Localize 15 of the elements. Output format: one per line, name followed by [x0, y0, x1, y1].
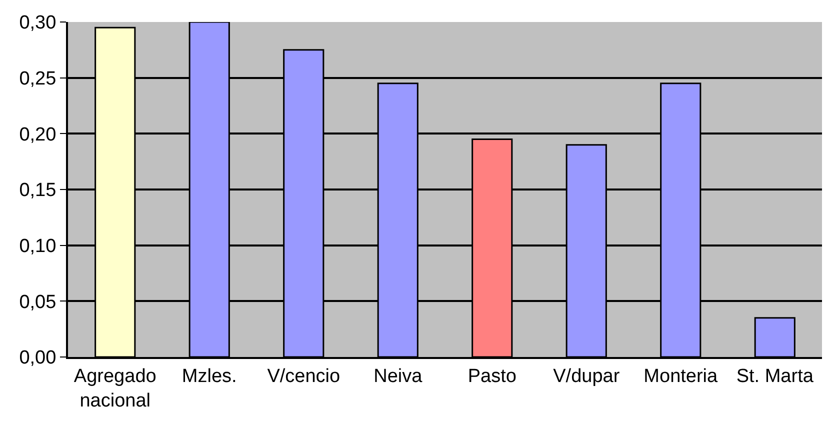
y-tick-label: 0,05 — [19, 292, 56, 313]
x-tick-label: V/cencio — [267, 366, 340, 387]
x-tick-label: Agregado nacional — [74, 366, 156, 412]
x-tick-label: Pasto — [468, 366, 516, 387]
x-tick-label: Monteria — [644, 366, 718, 387]
y-tick-label: 0,15 — [19, 180, 56, 202]
y-tick-label: 0,10 — [19, 236, 56, 257]
y-tick-label: 0,00 — [19, 348, 56, 369]
x-tick-label: Neiva — [374, 366, 423, 387]
x-tick-label: V/dupar — [553, 366, 620, 387]
y-tick-label: 0,30 — [19, 12, 56, 34]
y-tick-label: 0,20 — [19, 124, 56, 146]
x-tick-label: Mzles. — [182, 366, 237, 387]
y-tick-label: 0,25 — [19, 68, 56, 90]
x-tick-label: St. Marta — [736, 366, 814, 387]
